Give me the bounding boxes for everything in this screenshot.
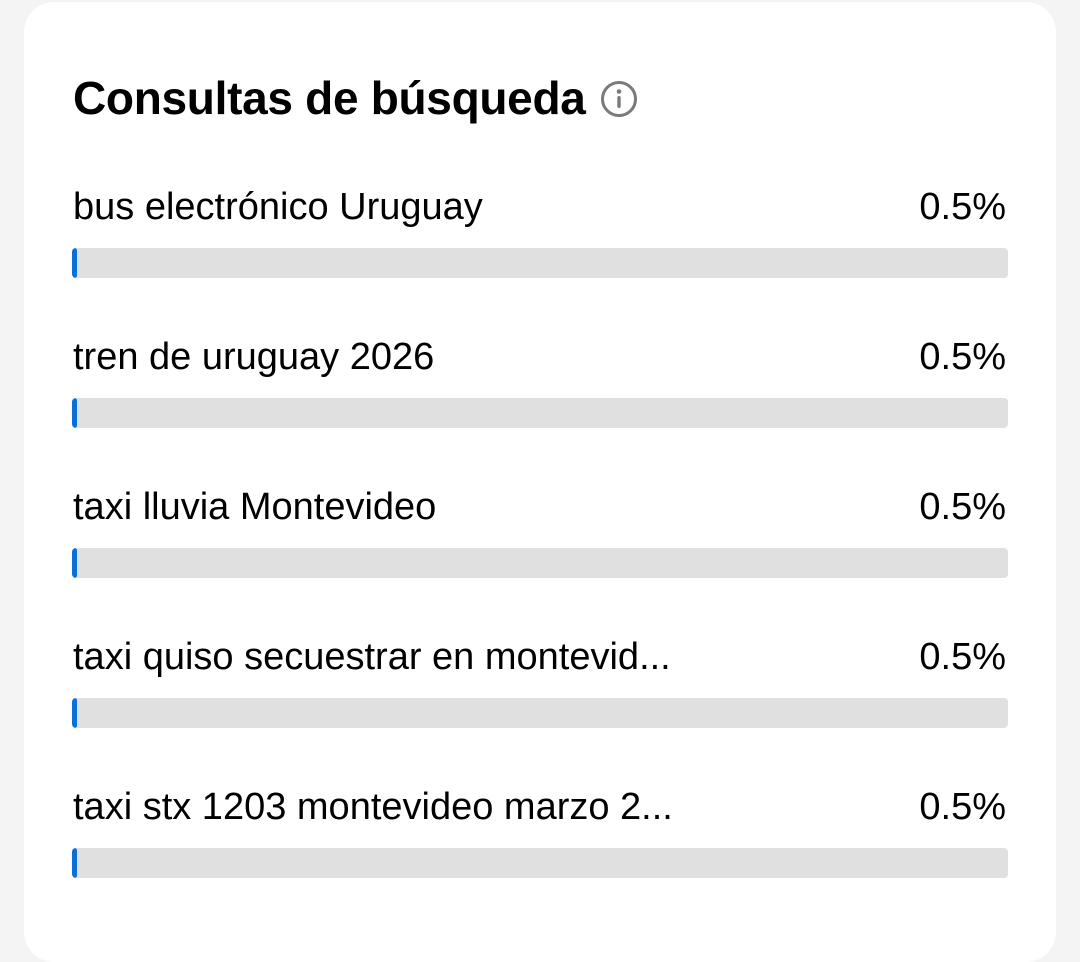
query-percent: 0.5%: [919, 186, 1006, 228]
progress-bar-track: [72, 548, 1008, 578]
search-queries-card: Consultas de búsqueda bus electrónico Ur…: [24, 2, 1056, 962]
query-row[interactable]: taxi stx 1203 montevideo marzo 2... 0.5%: [72, 782, 1008, 912]
progress-bar-fill: [72, 698, 77, 728]
query-label: taxi lluvia Montevideo: [73, 486, 437, 528]
query-label: tren de uruguay 2026: [73, 336, 435, 378]
progress-bar-fill: [72, 548, 77, 578]
query-row[interactable]: taxi quiso secuestrar en montevid... 0.5…: [72, 632, 1008, 762]
query-row[interactable]: taxi lluvia Montevideo 0.5%: [72, 482, 1008, 612]
progress-bar-track: [72, 248, 1008, 278]
query-percent: 0.5%: [919, 336, 1006, 378]
query-label: taxi stx 1203 montevideo marzo 2...: [73, 786, 673, 828]
query-row[interactable]: bus electrónico Uruguay 0.5%: [72, 182, 1008, 312]
progress-bar-track: [72, 848, 1008, 878]
query-label: taxi quiso secuestrar en montevid...: [73, 636, 671, 678]
info-icon[interactable]: [600, 80, 638, 118]
progress-bar-fill: [72, 248, 77, 278]
card-header: Consultas de búsqueda: [73, 68, 638, 128]
query-label: bus electrónico Uruguay: [73, 186, 483, 228]
query-percent: 0.5%: [919, 786, 1006, 828]
query-row[interactable]: tren de uruguay 2026 0.5%: [72, 332, 1008, 462]
query-percent: 0.5%: [919, 636, 1006, 678]
progress-bar-track: [72, 698, 1008, 728]
card-title: Consultas de búsqueda: [73, 72, 586, 124]
progress-bar-fill: [72, 398, 77, 428]
progress-bar-track: [72, 398, 1008, 428]
query-percent: 0.5%: [919, 486, 1006, 528]
progress-bar-fill: [72, 848, 77, 878]
